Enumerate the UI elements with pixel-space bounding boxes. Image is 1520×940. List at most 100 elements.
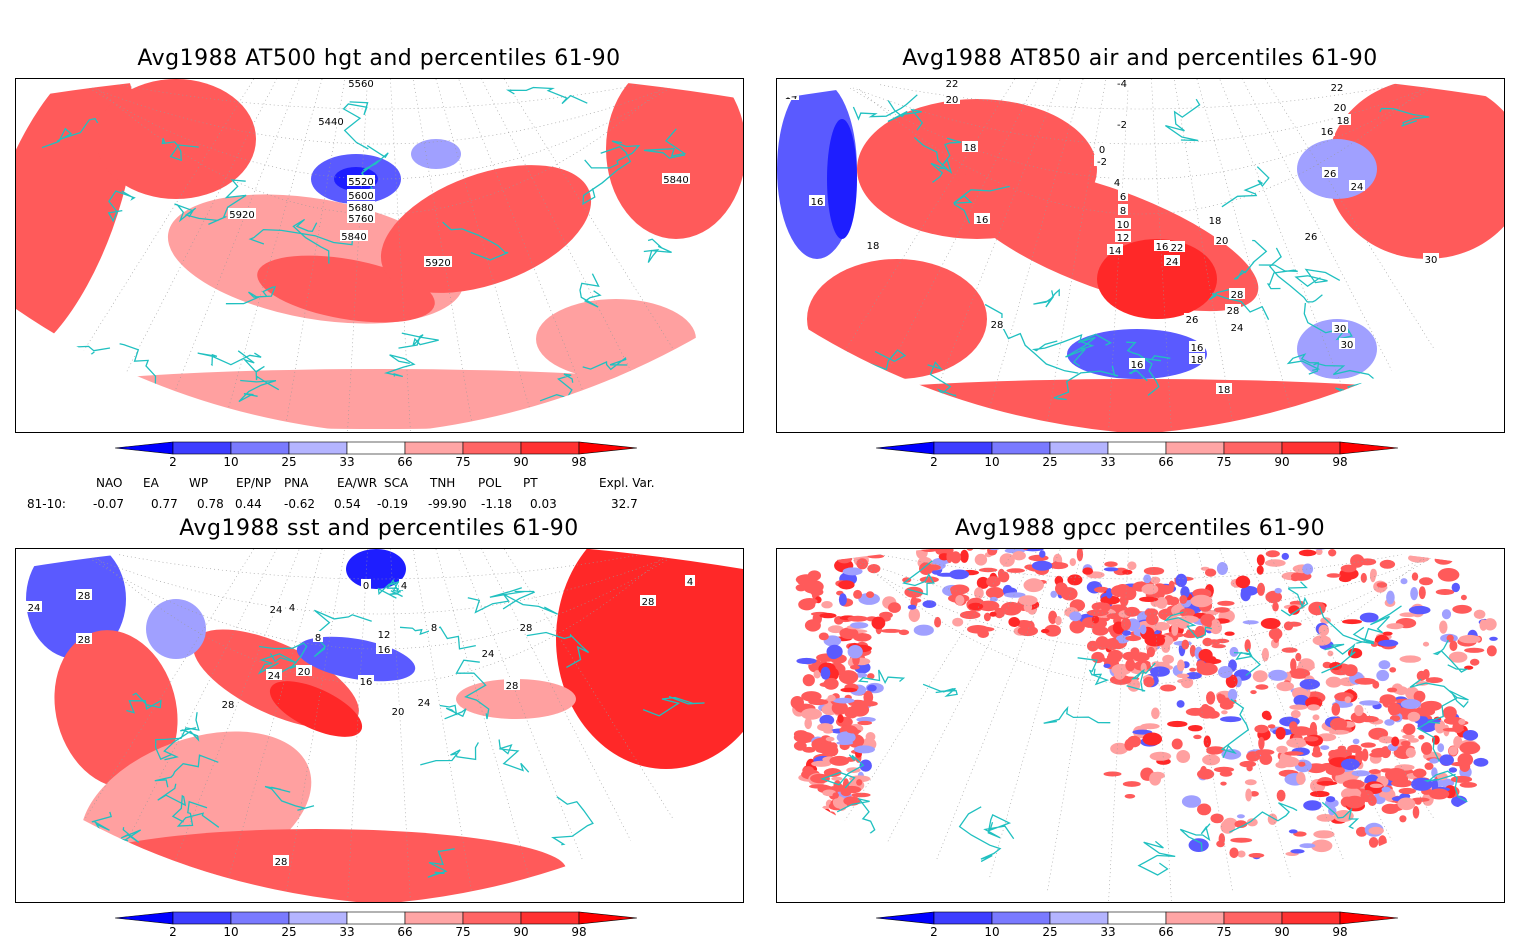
colorbar-tick-label: 90 [513, 925, 529, 939]
map-svg-gpcc [777, 549, 1504, 902]
tele-header: WP [189, 476, 209, 490]
contour-label: 5920 [425, 258, 450, 269]
contour-label: 26 [1305, 232, 1318, 243]
contour-label: 20 [1216, 236, 1229, 247]
contour-label: 5440 [318, 117, 343, 128]
colorbar-air850: 2 10 25 33 66 75 90 98 [876, 440, 1406, 470]
tele-value: -0.19 [377, 497, 409, 511]
contour-label: 20 [298, 667, 311, 678]
tele-header: PT [523, 476, 538, 490]
contour-label: 28 [506, 681, 519, 692]
contour-label: 4 [1114, 178, 1120, 189]
contour-label: 16 [378, 645, 391, 656]
tele-value: 0.54 [334, 497, 361, 511]
colorbar-tick-label: 10 [223, 455, 239, 469]
contour-label: 28 [78, 591, 91, 602]
contour-label: 16 [976, 215, 989, 226]
tele-header: EA/WR [337, 476, 378, 490]
contour-label: 16 [360, 677, 373, 688]
contour-label: -2 [1097, 157, 1107, 168]
contour-label: 18 [1209, 216, 1222, 227]
contour-label: 8 [1120, 206, 1126, 217]
tele-value: -1.18 [481, 497, 513, 511]
map-panel-air850: 22 20 18 14 16 18 16 -4 -2 0 -2 4 6 8 10 12 14 16 18 20 22 24… [776, 78, 1505, 433]
contour-label: 4 [687, 577, 693, 588]
colorbar-tick-label: 98 [571, 455, 587, 469]
colorbar-tick-label: 66 [1158, 925, 1174, 939]
contour-label: 5760 [348, 214, 373, 225]
tele-row-label: 81-10: [27, 497, 66, 511]
map-svg-sst: 24 28 28 24 28 28 4 0 4 8 12 16 20 24 16 20 24 24 28 28 28 4 8 [16, 549, 743, 902]
tele-header: TNH [430, 476, 456, 490]
colorbar-svg [876, 441, 1399, 455]
colorbar-hgt500: 2 10 25 33 66 75 90 98 [115, 440, 645, 470]
contour-label: 0 [363, 581, 369, 592]
colorbar-tick-label: 98 [1332, 455, 1348, 469]
contour-label: 24 [268, 671, 281, 682]
colorbar-tick-label: 25 [1042, 925, 1058, 939]
colorbar-tick-label: 90 [513, 455, 529, 469]
contour-label: 28 [1227, 306, 1240, 317]
colorbar-tick-label: 33 [1100, 925, 1116, 939]
tele-header: NAO [96, 476, 123, 490]
tele-value: -0.62 [284, 497, 316, 511]
contour-label: 28 [1231, 290, 1244, 301]
colorbar-svg [115, 911, 638, 925]
contour-label: 16 [1321, 127, 1334, 138]
contour-label: 12 [1117, 233, 1130, 244]
colorbar-tick-label: 2 [930, 455, 938, 469]
tele-value: 0.44 [235, 497, 262, 511]
contour-label: 4 [401, 581, 407, 592]
contour-label: 14 [785, 91, 798, 102]
contour-label: 20 [946, 95, 959, 106]
contour-label: 12 [378, 630, 391, 641]
colorbar-tick-label: 98 [571, 925, 587, 939]
contour-label: 28 [520, 623, 533, 634]
panel-title-air850: Avg1988 AT850 air and percentiles 61-90 [902, 46, 1378, 71]
contour-label: 28 [991, 320, 1004, 331]
contour-label: 24 [28, 603, 41, 614]
contour-label: 18 [1337, 116, 1350, 127]
contour-label: 6 [1120, 192, 1126, 203]
contour-label: 22 [1171, 243, 1184, 254]
contour-label: 10 [1117, 220, 1130, 231]
contour-label: 28 [275, 857, 288, 868]
contour-label: 8 [431, 623, 437, 634]
contour-label: 16 [1191, 343, 1204, 354]
colorbar-tick-label: 33 [339, 455, 355, 469]
tele-value: -0.07 [93, 497, 125, 511]
contour-label: 18 [1218, 385, 1231, 396]
colorbar-tick-label: 33 [339, 925, 355, 939]
colorbar-tick-label: 90 [1274, 925, 1290, 939]
contour-label: 30 [1425, 255, 1438, 266]
colorbar-tick-label: 25 [281, 925, 297, 939]
contour-label: 24 [418, 698, 431, 709]
panel-title-sst: Avg1988 sst and percentiles 61-90 [179, 516, 579, 541]
colorbar-tick-label: 25 [1042, 455, 1058, 469]
contour-label: 4 [289, 603, 295, 614]
contour-label: 24 [1231, 323, 1244, 334]
tele-header: POL [478, 476, 502, 490]
contour-label: 26 [1186, 315, 1199, 326]
contour-label: 24 [270, 605, 283, 616]
colorbar-tick-label: 10 [984, 455, 1000, 469]
contour-label: 28 [78, 635, 91, 646]
contour-label: 5840 [663, 175, 688, 186]
colorbar-tick-label: 66 [397, 925, 413, 939]
contour-label: 0 [1099, 145, 1105, 156]
contour-label: 26 [1324, 169, 1337, 180]
contour-label: 24 [1351, 182, 1364, 193]
tele-value: -99.90 [428, 497, 467, 511]
tele-header: PNA [284, 476, 309, 490]
contour-label: 5600 [348, 191, 373, 202]
colorbar-tick-label: 2 [169, 925, 177, 939]
colorbar-tick-label: 66 [1158, 455, 1174, 469]
tele-header: EA [143, 476, 159, 490]
tele-value: 0.78 [197, 497, 224, 511]
colorbar-tick-label: 75 [1216, 455, 1232, 469]
contour-label: 28 [642, 597, 655, 608]
panel-title-hgt500: Avg1988 AT500 hgt and percentiles 61-90 [137, 46, 621, 71]
map-panel-hgt500: 5560 5440 5520 5600 5680 5760 5840 5920 5920 5840 [15, 78, 744, 433]
colorbar-tick-label: 75 [455, 455, 471, 469]
